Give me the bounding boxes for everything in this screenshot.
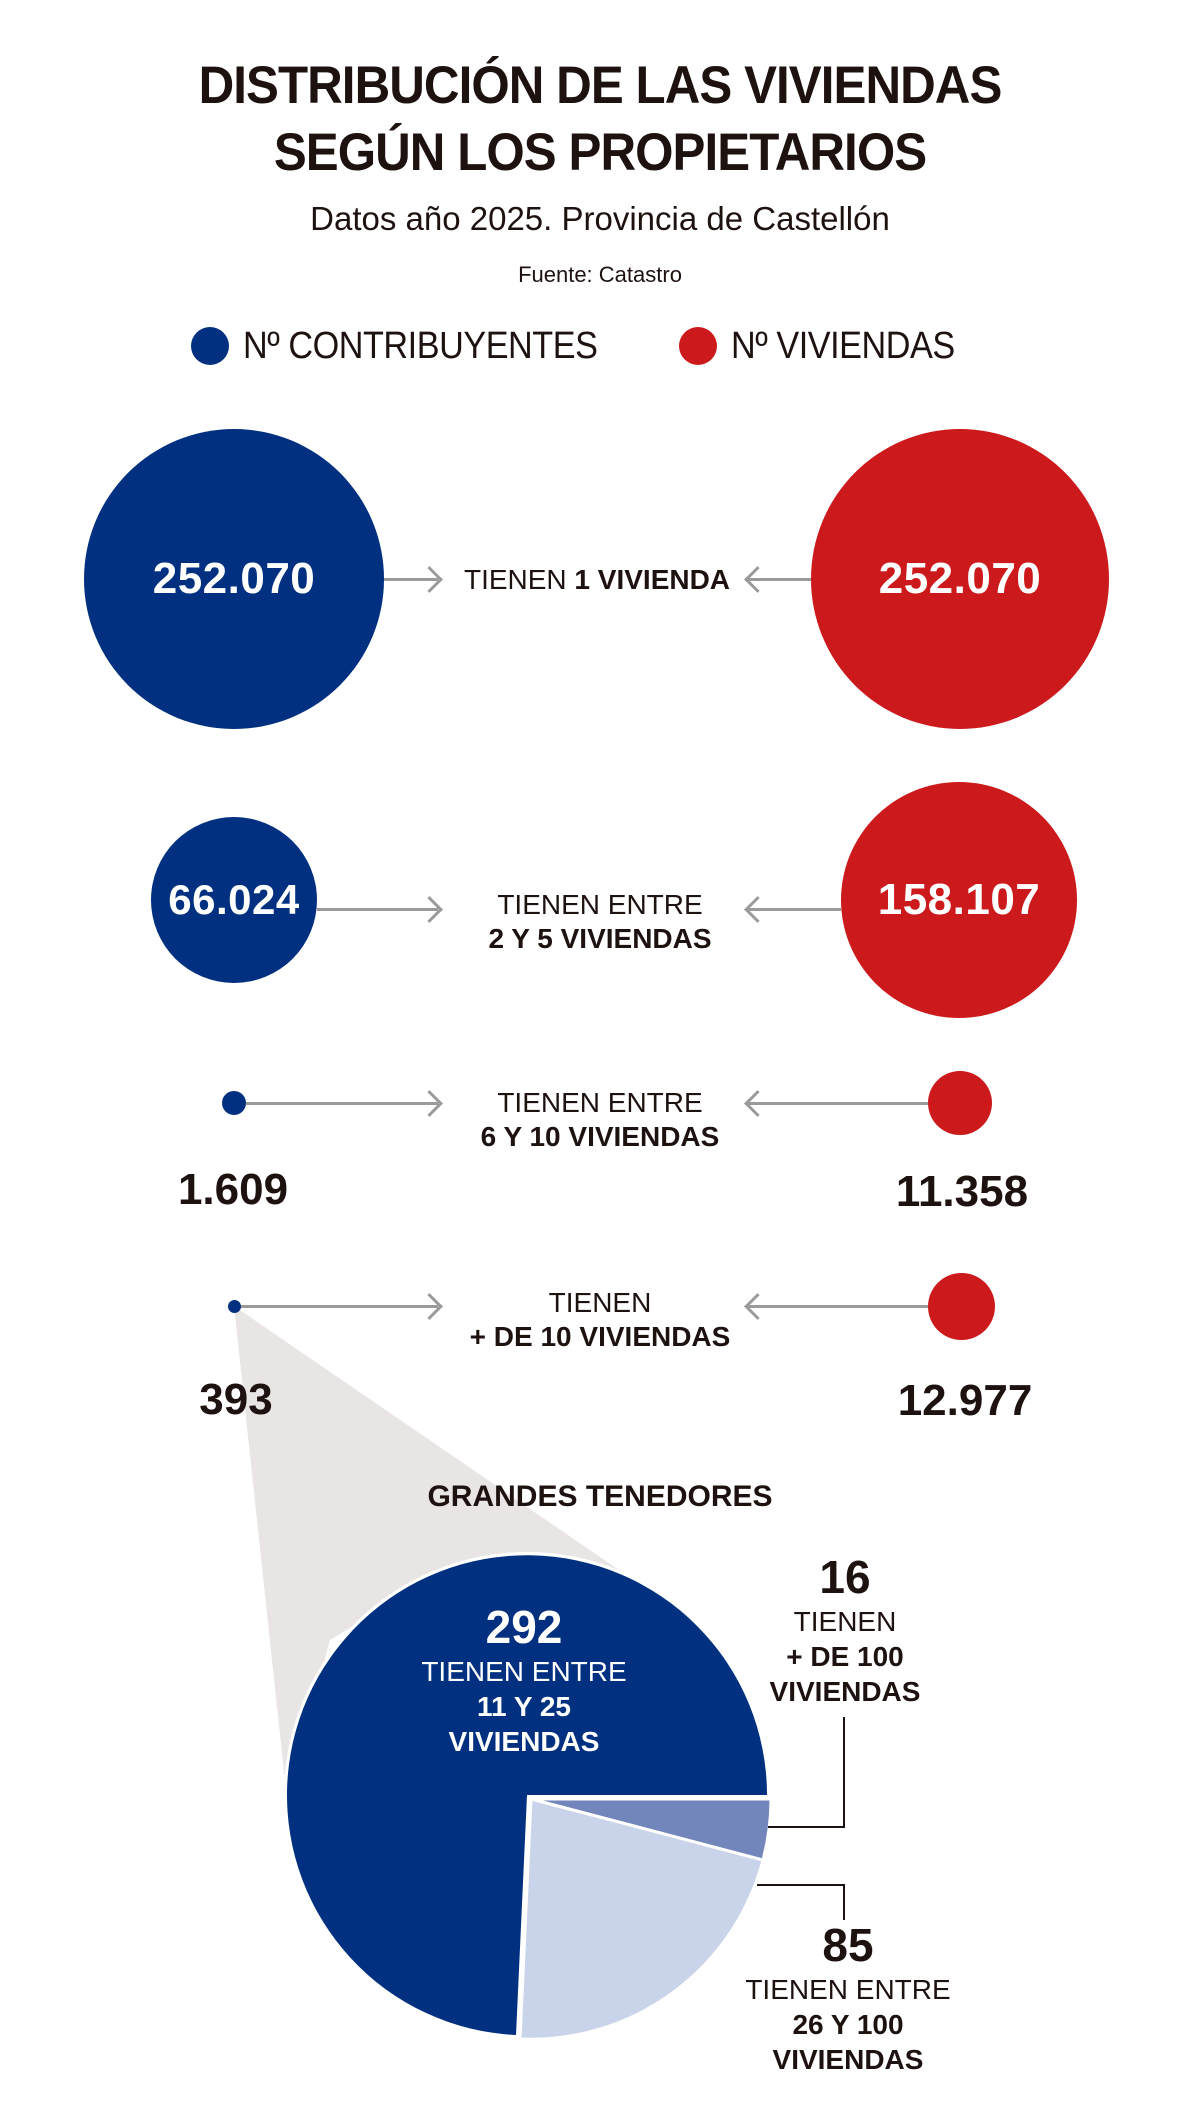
arrow-left-2: [748, 908, 841, 911]
title-line-1: DISTRIBUCIÓN DE LAS VIVIENDAS: [198, 56, 1003, 115]
page-title: DISTRIBUCIÓN DE LAS VIVIENDAS SEGÚN LOS …: [198, 52, 1003, 186]
pie-slice-11-25: [287, 1555, 767, 2035]
pie-label-16: 16 TIENEN + DE 100 VIVIENDAS: [770, 1550, 921, 1709]
section-title-grandes-tenedores: GRANDES TENEDORES: [427, 1480, 773, 1513]
legend-label-contribuyentes: Nº CONTRIBUYENTES: [243, 324, 598, 367]
row-label-2-bold: 2 Y 5 VIVIENDAS: [488, 923, 712, 954]
row-label-3-light: TIENEN ENTRE: [497, 1087, 703, 1118]
pie-label-85-line3: VIVIENDAS: [772, 2044, 924, 2075]
bubble-contribuyentes-4: [228, 1300, 241, 1313]
pie-value-292: 292: [485, 1601, 563, 1653]
legend-dot-contribuyentes-icon: [191, 327, 229, 365]
row-label-1-light: TIENEN: [463, 564, 567, 595]
title-line-2: SEGÚN LOS PROPIETARIOS: [273, 123, 927, 182]
bubble-contribuyentes-1: 252.070: [84, 429, 384, 729]
legend-label-viviendas: Nº VIVIENDAS: [730, 324, 955, 367]
bubble-viviendas-3: [928, 1071, 992, 1135]
leader-line-16: [768, 1717, 845, 1828]
value-contribuyentes-1: 252.070: [152, 554, 316, 603]
leader-line-85: [757, 1884, 845, 1920]
row-label-3-bold: 6 Y 10 VIVIENDAS: [480, 1121, 720, 1152]
row-label-4: TIENEN + DE 10 VIVIENDAS: [470, 1286, 731, 1354]
pie-label-16-line1: TIENEN: [793, 1606, 897, 1637]
arrow-left-1: [748, 578, 811, 581]
pie-label-85: 85 TIENEN ENTRE 26 Y 100 VIVIENDAS: [745, 1918, 950, 2077]
pie-label-292-line1: TIENEN ENTRE: [421, 1656, 627, 1687]
arrow-right-4: [241, 1305, 438, 1308]
bubble-viviendas-4: [928, 1273, 995, 1340]
row-label-1: TIENEN 1 VIVIENDA: [464, 563, 730, 597]
pie-label-16-line3: VIVIENDAS: [769, 1676, 921, 1707]
value-viviendas-3: 11.358: [895, 1167, 1029, 1216]
pie-label-292: 292 TIENEN ENTRE 11 Y 25 VIVIENDAS: [421, 1600, 626, 1759]
bubble-viviendas-2: 158.107: [841, 782, 1077, 1018]
row-label-3: TIENEN ENTRE 6 Y 10 VIVIENDAS: [481, 1086, 720, 1154]
pie-label-292-line3: VIVIENDAS: [448, 1726, 600, 1757]
arrow-left-4: [748, 1305, 928, 1308]
value-viviendas-1: 252.070: [878, 554, 1042, 603]
arrow-right-1: [384, 578, 438, 581]
row-label-1-bold: 1 VIVIENDA: [574, 564, 731, 595]
pie-label-85-line1: TIENEN ENTRE: [745, 1974, 951, 2005]
row-label-2-light: TIENEN ENTRE: [497, 889, 703, 920]
pie-label-16-line2: + DE 100: [786, 1641, 904, 1672]
value-contribuyentes-2: 66.024: [168, 876, 300, 923]
bubble-viviendas-1: 252.070: [811, 429, 1109, 729]
row-label-4-light: TIENEN: [548, 1287, 652, 1318]
subtitle: Datos año 2025. Provincia de Castellón: [310, 200, 890, 237]
value-contribuyentes-3: 1.609: [177, 1165, 289, 1214]
bubble-contribuyentes-3: [222, 1091, 246, 1115]
pie-value-16: 16: [819, 1551, 871, 1603]
row-label-2: TIENEN ENTRE 2 Y 5 VIVIENDAS: [488, 888, 711, 956]
legend: Nº CONTRIBUYENTES Nº VIVIENDAS: [191, 325, 1009, 367]
arrow-right-3: [246, 1102, 438, 1105]
pie-label-85-line2: 26 Y 100: [792, 2009, 904, 2040]
source-note: Fuente: Catastro: [518, 262, 682, 287]
value-viviendas-4: 12.977: [897, 1376, 1033, 1425]
pie-label-292-line2: 11 Y 25: [477, 1691, 571, 1722]
arrow-left-3: [748, 1102, 928, 1105]
value-viviendas-2: 158.107: [877, 875, 1041, 924]
legend-dot-viviendas-icon: [678, 327, 717, 365]
pie-slice-26-100: [518, 1797, 765, 2041]
row-label-4-bold: + DE 10 VIVIENDAS: [469, 1321, 731, 1352]
pie-value-85: 85: [822, 1919, 874, 1971]
bubble-contribuyentes-2: 66.024: [151, 817, 317, 983]
arrow-right-2: [317, 908, 438, 911]
zoom-wedge: [234, 1306, 622, 1800]
value-contribuyentes-4: 393: [199, 1375, 273, 1424]
